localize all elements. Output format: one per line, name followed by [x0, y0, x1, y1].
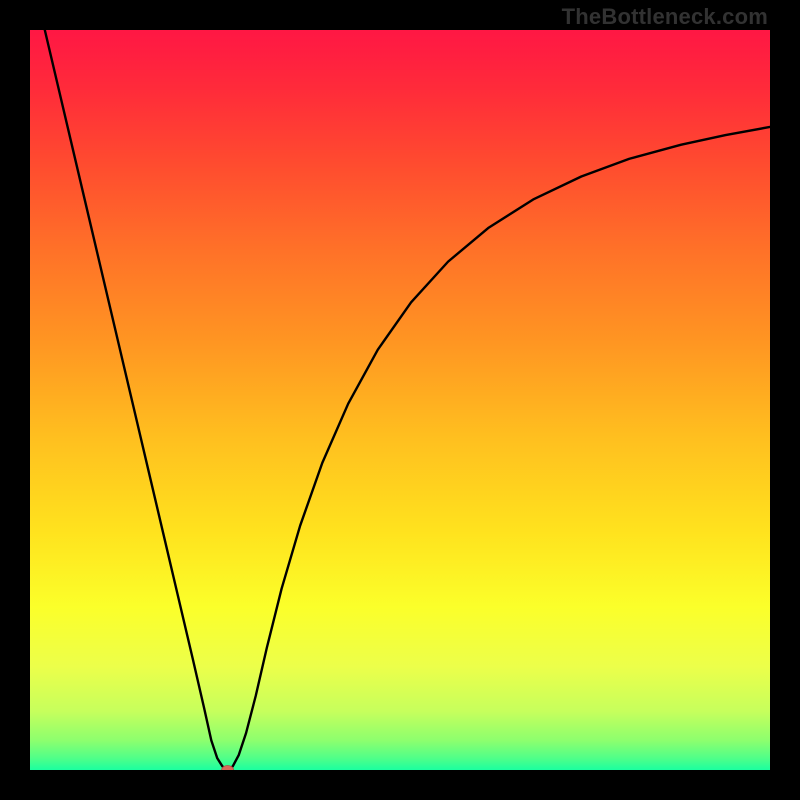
plot-area	[30, 30, 770, 770]
watermark-text: TheBottleneck.com	[562, 4, 768, 30]
chart-svg	[30, 30, 770, 770]
gradient-background	[30, 30, 770, 770]
chart-frame: TheBottleneck.com	[0, 0, 800, 800]
